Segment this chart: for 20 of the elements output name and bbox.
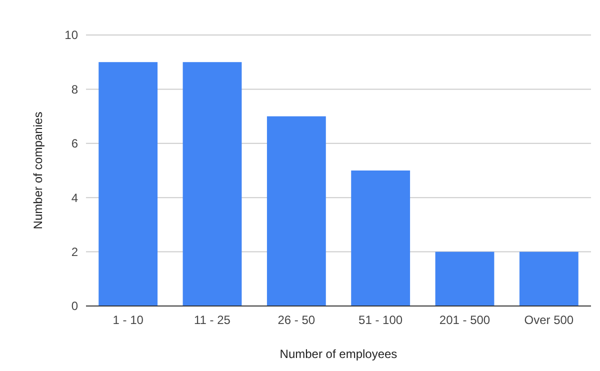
x-tick-label: 11 - 25 <box>194 313 231 327</box>
bar <box>266 116 326 306</box>
y-tick-label: 10 <box>64 28 78 42</box>
y-axis-title: Number of companies <box>31 112 45 230</box>
x-tick-label: 26 - 50 <box>278 313 316 327</box>
bar <box>182 62 242 306</box>
x-tick-label: 201 - 500 <box>439 313 490 327</box>
bar <box>98 62 158 306</box>
x-tick-label: 1 - 10 <box>112 313 144 327</box>
y-tick-label: 8 <box>71 82 78 96</box>
bar <box>519 252 578 306</box>
x-tick-label: 51 - 100 <box>358 313 403 327</box>
y-tick-label: 2 <box>71 245 78 259</box>
x-axis-title: Number of employees <box>280 347 398 361</box>
bar <box>351 170 410 306</box>
y-tick-label: 0 <box>71 299 78 314</box>
x-tick-label: Over 500 <box>524 313 574 327</box>
y-tick-label: 4 <box>71 190 78 205</box>
bar <box>435 252 494 306</box>
y-tick-label: 6 <box>71 136 78 151</box>
